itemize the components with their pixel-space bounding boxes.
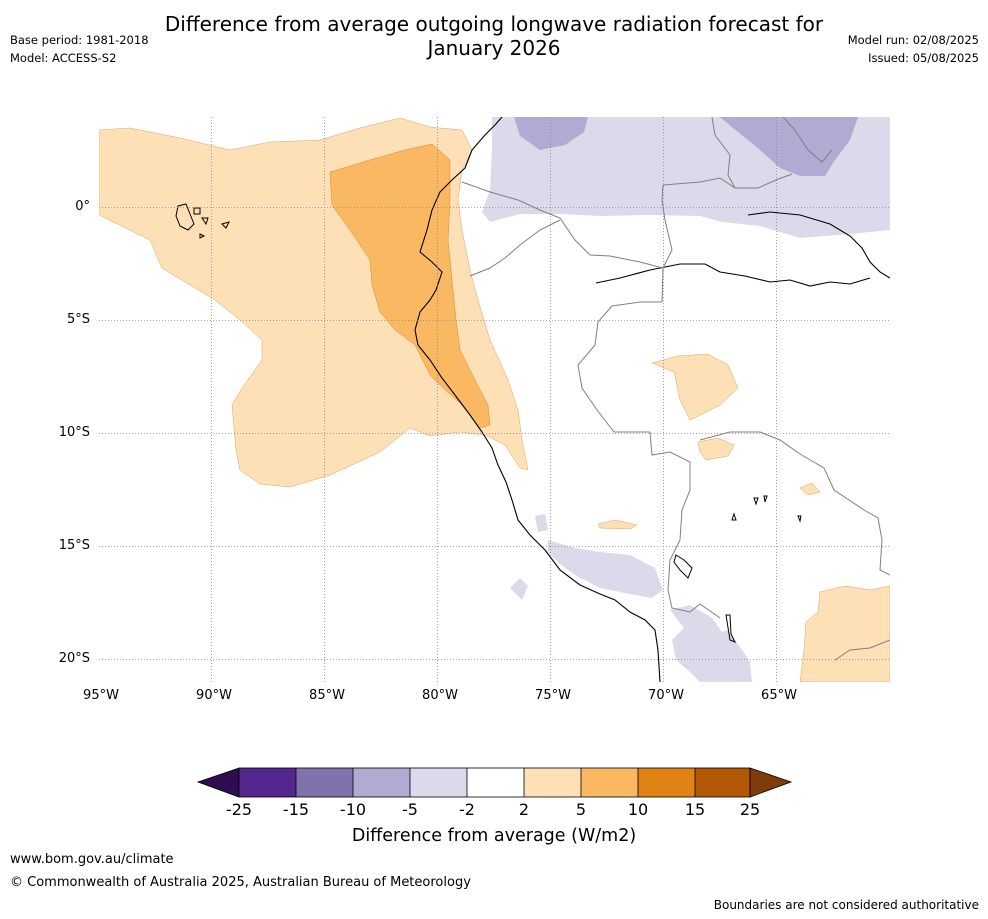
colorbar-bin-5 [467,768,524,797]
colorbar-tick: 5 [575,800,587,819]
colorbar-tick: -5 [402,800,418,819]
lat-tick-15s: 15°S [58,538,90,553]
colorbar-frame [238,767,751,798]
lat-tick-5s: 5°S [66,312,90,327]
anomaly-region-purple-north-2 [720,117,858,176]
meta-right: Model run: 02/08/2025 Issued: 05/08/2025 [848,31,979,67]
lon-tick-70w: 70°W [648,688,684,703]
anomaly-region-purple-north-1 [514,117,588,150]
colorbar-bin-2 [296,768,353,797]
colorbar-tick: -10 [339,800,367,819]
lon-tick-90w: 90°W [196,688,232,703]
colorbar-under-extension [196,767,240,798]
colorbar-bin-8 [638,768,695,797]
colorbar-tick: 15 [684,800,706,819]
lat-tick-20s: 20°S [58,651,90,666]
lon-tick-75w: 75°W [535,688,571,703]
lon-tick-95w: 95°W [83,688,119,703]
colorbar-tick: 10 [627,800,649,819]
anomaly-region-inland-3 [597,519,638,530]
disclaimer-text: Boundaries are not considered authoritat… [713,898,979,912]
map-area [99,117,890,682]
anomaly-region-light-purple-south [548,540,663,598]
base-period: Base period: 1981-2018 [10,33,149,47]
gridlines [99,117,890,682]
colorbar-bin-6 [524,768,581,797]
colorbar-tick: -15 [282,800,310,819]
colorbar-label: Difference from average (W/m2) [351,826,637,846]
copyright-text: © Commonwealth of Australia 2025, Austra… [10,875,471,890]
colorbar-bin-3 [353,768,410,797]
lon-tick-65w: 65°W [761,688,797,703]
northern-coastline [595,211,890,287]
anomaly-region-light-purple-blob-1 [535,514,548,532]
colorbar-tick: -2 [459,800,475,819]
anomaly-region-southeast [799,585,890,682]
anomaly-region-orange-small [425,270,433,279]
anomaly-region-inland-2 [697,437,735,461]
coastline [414,117,661,682]
colorbar-tick: -25 [225,800,253,819]
map-title: Difference from average outgoing longwav… [0,12,988,60]
anomaly-region-light-purple-southcentral [670,605,752,682]
anomaly-region-orange-core [329,143,491,429]
title-line-1: Difference from average outgoing longwav… [164,12,824,36]
lat-tick-0: 0° [75,199,90,214]
model-name: Model: ACCESS-S2 [10,51,117,65]
issued-date: Issued: 05/08/2025 [868,51,979,65]
galapagos-islands [175,203,230,239]
model-run: Model run: 02/08/2025 [847,33,979,47]
meta-left: Base period: 1981-2018 Model: ACCESS-S2 [10,31,149,67]
lat-tick-10s: 10°S [58,425,90,440]
title-line-2: January 2026 [427,36,561,60]
anomaly-region-inland-1 [651,353,739,421]
website-link[interactable]: www.bom.gov.au/climate [10,852,174,867]
colorbar-tick: 25 [739,800,761,819]
colorbar-bin-9 [695,768,750,797]
lon-tick-85w: 85°W [309,688,345,703]
colorbar-bin-4 [410,768,467,797]
colorbar-bin-7 [581,768,638,797]
lon-tick-80w: 80°W [422,688,458,703]
anomaly-region-light-purple-blob-2 [510,578,528,600]
colorbar [196,767,793,798]
colorbar-tick: 2 [518,800,530,819]
lakes [673,495,802,643]
colorbar-bin-1 [239,768,296,797]
country-boundaries [461,117,890,661]
colorbar-over-extension [749,767,793,798]
anomaly-region-inland-4 [799,482,821,496]
